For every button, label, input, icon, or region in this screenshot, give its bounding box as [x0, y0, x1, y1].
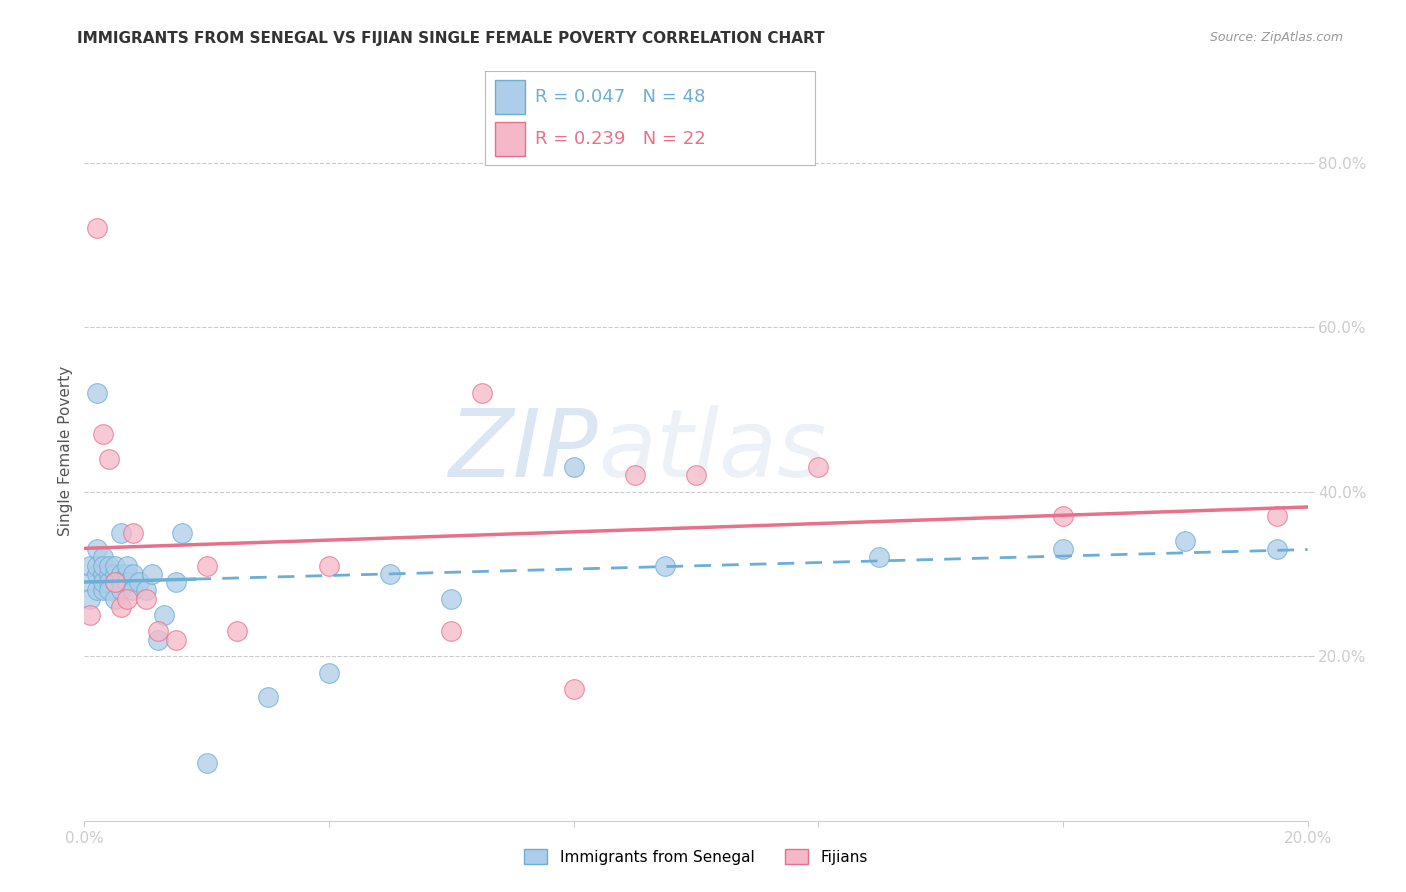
Point [146, 624, 169, 639]
Bar [495, 122, 524, 156]
Point [153, 607, 176, 622]
Point [86, 221, 108, 235]
Point [91, 575, 114, 590]
Point [104, 575, 127, 590]
Point [562, 459, 585, 474]
Point [110, 575, 132, 590]
Point [79, 575, 101, 590]
Point [141, 566, 163, 581]
Point [318, 665, 340, 680]
Point [97, 451, 120, 466]
Point [79, 558, 101, 573]
Point [86, 542, 108, 557]
Point [91, 558, 114, 573]
Point [97, 558, 120, 573]
Point [380, 566, 402, 581]
Point [110, 599, 132, 614]
Point [91, 550, 114, 565]
Point [165, 575, 187, 590]
Point [115, 566, 138, 581]
Point [146, 632, 169, 647]
Point [79, 607, 101, 622]
Point [97, 583, 120, 598]
Point [110, 583, 132, 598]
Point [1265, 542, 1288, 557]
Point [1174, 533, 1197, 548]
Text: ZIP: ZIP [449, 405, 598, 496]
Bar [495, 79, 524, 113]
Point [172, 525, 194, 540]
Point [122, 566, 145, 581]
Y-axis label: Single Female Poverty: Single Female Poverty [58, 366, 73, 535]
Point [440, 591, 463, 606]
Point [318, 558, 340, 573]
Point [257, 690, 280, 705]
Point [685, 468, 707, 483]
Point [128, 575, 150, 590]
Point [624, 468, 647, 483]
Point [471, 385, 494, 400]
Text: IMMIGRANTS FROM SENEGAL VS FIJIAN SINGLE FEMALE POVERTY CORRELATION CHART: IMMIGRANTS FROM SENEGAL VS FIJIAN SINGLE… [77, 31, 825, 46]
Point [440, 624, 463, 639]
Point [165, 632, 187, 647]
Point [91, 427, 114, 442]
Text: atlas: atlas [598, 405, 827, 496]
Point [110, 525, 132, 540]
Point [654, 558, 676, 573]
Point [807, 459, 830, 474]
Point [104, 591, 127, 606]
Point [195, 756, 218, 770]
Point [115, 591, 138, 606]
Point [226, 624, 249, 639]
Point [562, 681, 585, 696]
Point [122, 525, 145, 540]
Text: R = 0.047   N = 48: R = 0.047 N = 48 [534, 87, 704, 105]
Text: R = 0.239   N = 22: R = 0.239 N = 22 [534, 130, 706, 148]
Point [97, 575, 120, 590]
Point [79, 591, 101, 606]
Point [104, 566, 127, 581]
Point [97, 566, 120, 581]
Text: Source: ZipAtlas.com: Source: ZipAtlas.com [1209, 31, 1343, 45]
Point [86, 558, 108, 573]
Point [122, 583, 145, 598]
Point [104, 575, 127, 590]
Point [110, 566, 132, 581]
Point [1052, 509, 1074, 524]
Point [1265, 509, 1288, 524]
Point [91, 566, 114, 581]
Point [86, 385, 108, 400]
Legend: Immigrants from Senegal, Fijians: Immigrants from Senegal, Fijians [524, 849, 868, 865]
Point [195, 558, 218, 573]
Point [1052, 542, 1074, 557]
Point [86, 566, 108, 581]
Point [104, 558, 127, 573]
Point [115, 558, 138, 573]
Point [869, 550, 891, 565]
Point [135, 591, 157, 606]
Point [115, 575, 138, 590]
Point [91, 583, 114, 598]
Point [86, 583, 108, 598]
Point [135, 583, 157, 598]
